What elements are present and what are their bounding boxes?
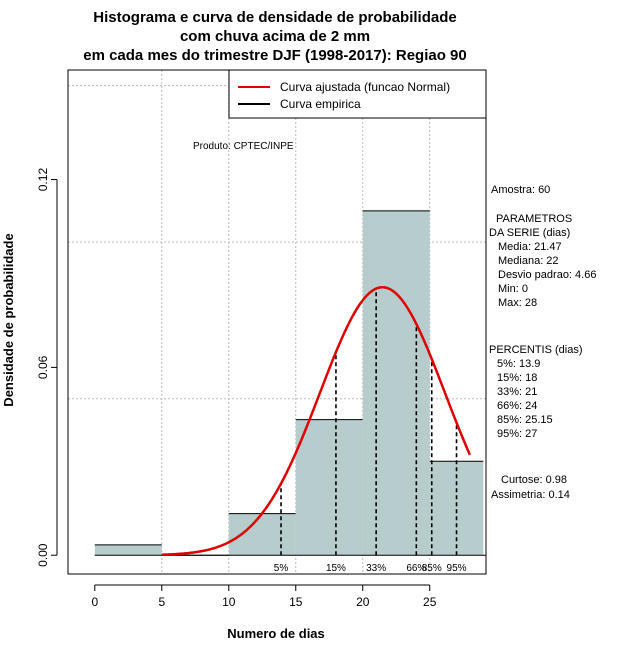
percentile-label: 85% — [422, 563, 442, 574]
legend-label-fit: Curva ajustada (funcao Normal) — [280, 80, 450, 94]
percentile-label: 95% — [447, 563, 467, 574]
x-tick-label: 15 — [289, 595, 303, 609]
histogram-bars — [94, 210, 486, 556]
percentile-label: 66% — [406, 563, 426, 574]
y-tick-label: 0.00 — [36, 543, 50, 567]
stat-percentil-33: 33%: 21 — [497, 386, 537, 398]
stat-assimetria: Assimetria: 0.14 — [491, 489, 570, 501]
histogram-bar — [295, 419, 363, 556]
stat-param-media: Media: 21.47 — [498, 241, 562, 253]
stat-percentil-5: 5%: 13.9 — [497, 358, 540, 370]
stat-param-mediana: Mediana: 22 — [498, 255, 559, 267]
histogram-bar — [362, 210, 430, 556]
stat-amostra: Amostra: 60 — [491, 184, 550, 196]
stats-panel: Amostra: 60 PARAMETROS DA SERIE (dias) M… — [489, 184, 596, 501]
histogram-bar — [228, 513, 296, 556]
y-tick-label: 0.06 — [36, 355, 50, 379]
percentile-lines: 5% 15% 33% 66%85% 95% — [274, 288, 467, 574]
percentile-label: 5% — [274, 563, 289, 574]
stat-param-header-2: DA SERIE (dias) — [489, 227, 570, 239]
x-axis-label: Numero de dias — [227, 626, 325, 641]
x-tick-label: 20 — [356, 595, 370, 609]
stat-param-header-1: PARAMETROS — [496, 213, 572, 225]
normal-fit-curve — [161, 285, 472, 556]
stat-param-desvio: Desvio padrao: 4.66 — [498, 269, 596, 281]
stat-param-min: Min: 0 — [498, 283, 528, 295]
x-tick-label: 5 — [158, 595, 165, 609]
histogram-bar — [94, 544, 162, 556]
product-label: Produto: CPTEC/INPE — [193, 141, 294, 152]
chart-title-line-3: em cada mes do trimestre DJF (1998-2017)… — [83, 47, 467, 64]
percentile-label: 15% — [326, 563, 346, 574]
stat-percentil-95: 95%: 27 — [497, 428, 537, 440]
y-tick-label: 0.12 — [36, 168, 50, 192]
chart-title-line-1: Histograma e curva de densidade de proba… — [93, 9, 456, 26]
stat-percentil-66: 66%: 24 — [497, 400, 537, 412]
stat-percentil-85: 85%: 25.15 — [497, 414, 553, 426]
percentile-label: 33% — [366, 563, 386, 574]
stat-curtose: Curtose: 0.98 — [501, 474, 567, 486]
stat-percentis-header: PERCENTIS (dias) — [489, 344, 583, 356]
y-axis: 0.00 0.06 0.12 — [36, 168, 58, 567]
x-tick-label: 25 — [423, 595, 437, 609]
chart-title-line-2: com chuva acima de 2 mm — [180, 28, 370, 45]
x-axis: 0 5 10 15 20 25 — [91, 584, 437, 609]
legend-box — [228, 69, 487, 119]
legend: Curva ajustada (funcao Normal) Curva emp… — [228, 69, 487, 119]
y-axis-label: Densidade de probabilidade — [1, 233, 16, 406]
stat-percentil-15: 15%: 18 — [497, 372, 537, 384]
legend-label-empirical: Curva empirica — [280, 97, 361, 111]
stat-param-max: Max: 28 — [498, 297, 537, 309]
x-tick-label: 0 — [91, 595, 98, 609]
x-tick-label: 10 — [222, 595, 236, 609]
